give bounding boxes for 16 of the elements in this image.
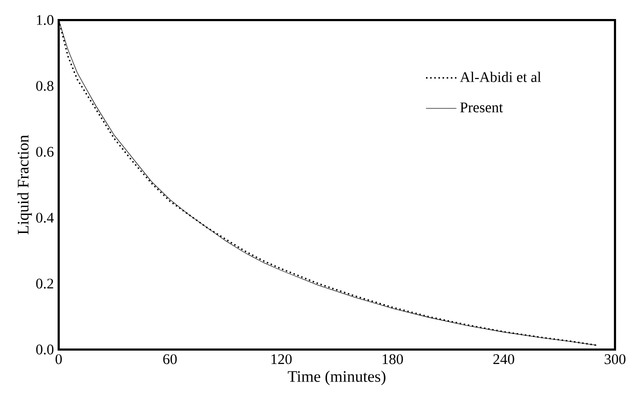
x-tick-label: 60 (163, 354, 177, 364)
y-tick-label: 1.0 (36, 14, 54, 25)
y-tick-label: 0.6 (36, 146, 54, 157)
x-tick-label: 180 (382, 354, 403, 364)
y-tick-label: 0.4 (36, 212, 54, 223)
x-axis-title: Time (minutes) (288, 370, 386, 386)
y-tick-label: 0.8 (36, 80, 54, 91)
y-tick-label: 0.2 (36, 278, 54, 288)
legend-label: Al-Abidi et al (460, 72, 542, 82)
x-tick-label: 240 (493, 354, 514, 364)
legend-label: Present (460, 102, 503, 112)
x-tick-label: 300 (604, 354, 626, 364)
y-tick-label: 0.0 (36, 344, 54, 354)
x-tick-label: 120 (272, 354, 292, 364)
y-axis-title: Liquid Fraction (17, 134, 32, 234)
x-tick-label: 0 (56, 354, 62, 364)
